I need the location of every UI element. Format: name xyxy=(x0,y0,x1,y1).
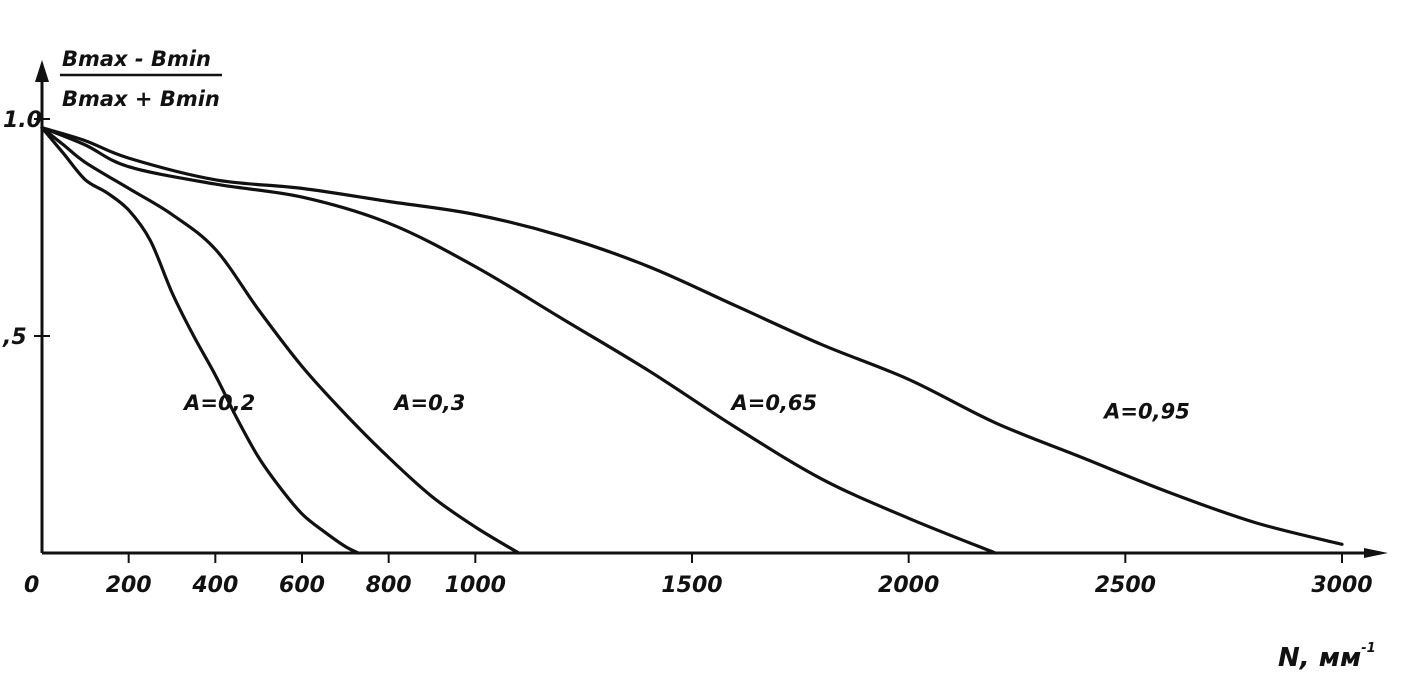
y-tick-label-1: 1.0 xyxy=(3,108,42,133)
x-tick-label-1000: 1000 xyxy=(445,573,506,598)
x-label-superscript: -1 xyxy=(1361,641,1375,656)
series-line-3 xyxy=(40,126,997,555)
x-tick-label-800: 800 xyxy=(366,573,412,598)
x-label-text: N, мм xyxy=(1278,643,1361,673)
x-tick-label-3000: 3000 xyxy=(1311,573,1372,598)
curve-label-3: A=0,65 xyxy=(729,391,817,415)
curve-group xyxy=(40,126,1344,555)
curve-label-group: A=0,2 A=0,3 A=0,65 A=0,95 xyxy=(182,391,1190,424)
x-tick-label-0: 0 xyxy=(24,573,39,598)
x-tick-label-1500: 1500 xyxy=(661,573,722,598)
x-tick-label-600: 600 xyxy=(279,573,325,598)
x-label: N, мм-1 xyxy=(1278,641,1376,673)
y-axis-arrow xyxy=(35,60,49,82)
y-tick-label-0.5: ,5 xyxy=(2,325,27,350)
series-line-4 xyxy=(40,126,1344,546)
curve-label-1: A=0,2 xyxy=(182,391,255,415)
series-line-1 xyxy=(40,126,360,555)
tick-group: 0 200 400 600 800 1000 1500 2000 2500 3000 ,5 1.0 xyxy=(2,108,1373,598)
curve-label-4: A=0,95 xyxy=(1102,399,1190,423)
x-tick-label-400: 400 xyxy=(191,573,238,598)
x-tick-label-2500: 2500 xyxy=(1095,573,1156,598)
x-axis-arrow xyxy=(1364,548,1388,558)
x-tick-label-2000: 2000 xyxy=(878,573,939,598)
y-label-numerator: Bmax - Bmin xyxy=(62,47,211,71)
x-tick-label-200: 200 xyxy=(106,573,152,598)
curve-label-2: A=0,3 xyxy=(392,391,465,415)
series-line-2 xyxy=(40,126,521,555)
y-label-denominator: Bmax + Bmin xyxy=(62,87,220,111)
